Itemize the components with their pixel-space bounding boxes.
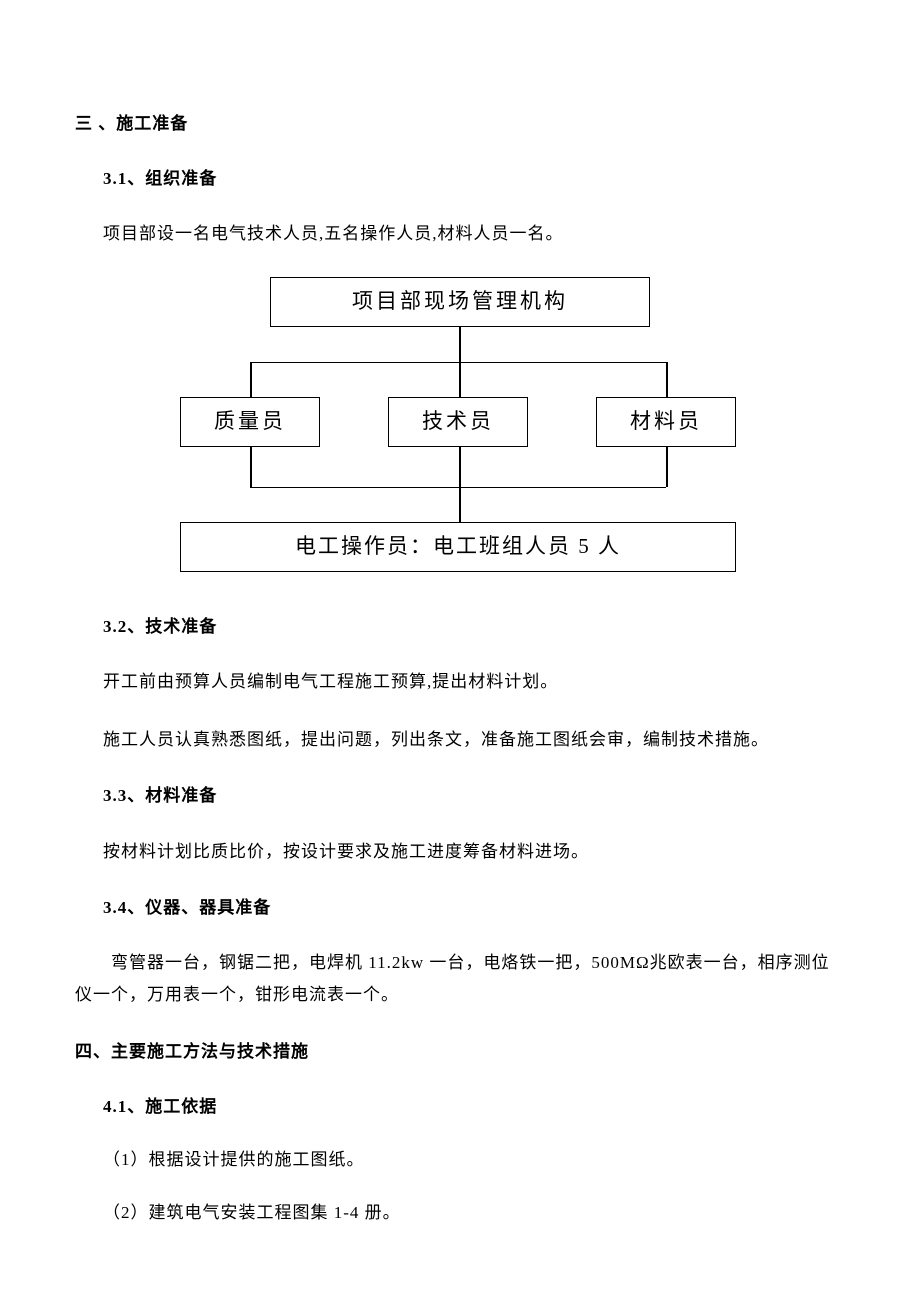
section-3-title: 三 、施工准备 [75, 110, 845, 137]
section-3-4-title: 3.4、仪器、器具准备 [75, 894, 845, 921]
section-3-4-p1: 弯管器一台，钢锯二把，电焊机 11.2kw 一台，电烙铁一把，500MΩ兆欧表一… [75, 947, 845, 1012]
chart-line [250, 487, 666, 489]
section-4-1-item-1: （1）根据设计提供的施工图纸。 [75, 1146, 845, 1173]
section-3-2-p1: 开工前由预算人员编制电气工程施工预算,提出材料计划。 [75, 666, 845, 698]
section-3-1-intro: 项目部设一名电气技术人员,五名操作人员,材料人员一名。 [75, 218, 845, 250]
org-chart-mid-node-2: 技术员 [388, 397, 528, 447]
section-3-2-p2: 施工人员认真熟悉图纸，提出问题，列出条文，准备施工图纸会审，编制技术措施。 [75, 724, 845, 756]
chart-line [666, 362, 668, 397]
section-3-3-title: 3.3、材料准备 [75, 782, 845, 809]
section-3-2-title: 3.2、技术准备 [75, 613, 845, 640]
section-3-1-title: 3.1、组织准备 [75, 165, 845, 192]
chart-line [459, 327, 461, 362]
chart-line [459, 447, 461, 487]
org-chart-mid-node-1: 质量员 [180, 397, 320, 447]
chart-line [250, 362, 666, 364]
chart-line [250, 362, 252, 397]
chart-line [666, 447, 668, 487]
section-3-3-p1: 按材料计划比质比价，按设计要求及施工进度筹备材料进场。 [75, 836, 845, 868]
section-4-1-title: 4.1、施工依据 [75, 1093, 845, 1120]
org-chart-bottom-node: 电工操作员：电工班组人员 5 人 [180, 522, 736, 572]
section-4-1-item-2: （2）建筑电气安装工程图集 1-4 册。 [75, 1199, 845, 1226]
org-chart-top-node: 项目部现场管理机构 [270, 277, 650, 327]
chart-line [459, 362, 461, 397]
org-chart: 项目部现场管理机构 质量员 技术员 材料员 电工操作员：电工班组人员 5 人 [110, 277, 810, 577]
org-chart-mid-node-3: 材料员 [596, 397, 736, 447]
section-4-title: 四、主要施工方法与技术措施 [75, 1038, 845, 1065]
chart-line [459, 487, 461, 522]
chart-line [250, 447, 252, 487]
